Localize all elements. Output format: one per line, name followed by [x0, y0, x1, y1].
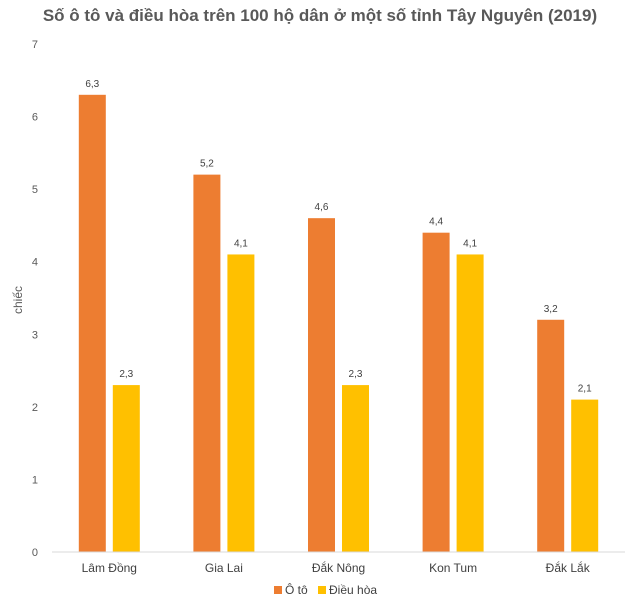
data-label: 2,3 [119, 369, 133, 380]
legend-swatch [274, 586, 282, 594]
y-tick-label: 0 [32, 547, 38, 559]
y-tick-label: 3 [32, 329, 38, 341]
y-tick-label: 2 [32, 402, 38, 414]
bar-dieu-hoa [342, 385, 369, 552]
bar-dieu-hoa [112, 385, 140, 552]
x-tick-label: Kon Tum [429, 561, 477, 575]
bar-o-to [537, 319, 565, 552]
data-label: 5,2 [200, 159, 214, 170]
data-label: 4,6 [315, 202, 329, 213]
legend-swatch [318, 586, 326, 594]
bar-o-to [193, 174, 221, 552]
y-tick-label: 5 [32, 184, 38, 196]
y-tick-label: 6 [32, 112, 38, 124]
y-tick-label: 4 [32, 257, 38, 269]
x-tick-label: Đắk Lắk [546, 560, 591, 575]
bars: 6,3 2,3 5,2 4,1 4,6 2,3 4,4 4,1 3,2 2,1 [78, 79, 599, 553]
bar-o-to [422, 232, 450, 552]
y-axis: 0 1 2 3 4 5 6 7 [32, 39, 38, 559]
x-axis: Lâm Đồng Gia Lai Đắk Nông Kon Tum Đắk Lắk [82, 560, 591, 575]
x-tick-label: Gia Lai [205, 561, 243, 575]
data-label: 2,1 [578, 384, 592, 395]
bar-o-to [308, 218, 335, 552]
legend-label: Điều hòa [329, 583, 377, 597]
chart-title: Số ô tô và điều hòa trên 100 hộ dân ở mộ… [42, 6, 598, 25]
legend-label: Ô tô [285, 582, 308, 597]
bar-o-to [78, 94, 106, 553]
bar-dieu-hoa [227, 254, 255, 552]
x-tick-label: Lâm Đồng [82, 561, 137, 575]
y-axis-label: chiếc [11, 286, 25, 314]
data-label: 4,4 [429, 217, 443, 228]
data-label: 4,1 [234, 238, 248, 249]
bar-dieu-hoa [456, 254, 484, 552]
bar-dieu-hoa [571, 399, 599, 552]
data-label: 4,1 [463, 238, 477, 249]
y-tick-label: 1 [32, 474, 38, 486]
y-tick-label: 7 [32, 39, 38, 51]
data-label: 3,2 [544, 304, 558, 315]
data-label: 6,3 [85, 79, 99, 90]
x-tick-label: Đắk Nông [312, 560, 365, 575]
legend: Ô tô Điều hòa [274, 582, 377, 597]
data-label: 2,3 [349, 369, 363, 380]
